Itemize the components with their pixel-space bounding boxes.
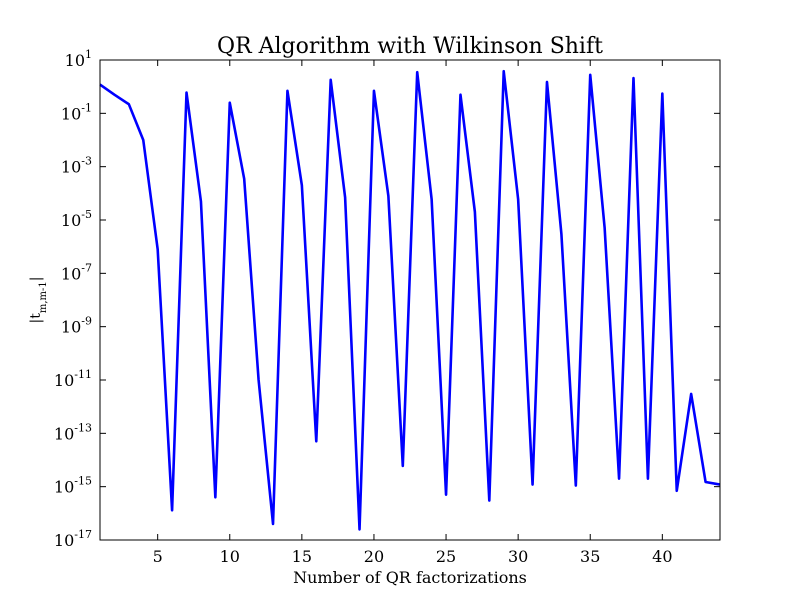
y-tick-label: 10-11 [54, 368, 92, 390]
x-tick-label: 15 [292, 547, 312, 566]
y-tick-label: 10-3 [61, 155, 92, 177]
y-tick-label: 10-7 [61, 261, 92, 283]
y-tick-label: 10-1 [61, 101, 92, 123]
x-tick-label: 40 [652, 547, 672, 566]
x-tick-label: 10 [220, 547, 240, 566]
series-layer [99, 69, 721, 531]
y-tick-label: 10-5 [61, 208, 92, 230]
y-tick-label: 10-9 [61, 315, 92, 337]
y-tick-label: 10-13 [54, 421, 92, 443]
chart-title: QR Algorithm with Wilkinson Shift [217, 34, 603, 59]
plot-frame [99, 59, 721, 541]
y-tick-label: 10-15 [54, 475, 92, 497]
x-tick-label: 25 [436, 547, 456, 566]
x-tick-label: 20 [364, 547, 384, 566]
x-tick-label: 35 [580, 547, 600, 566]
x-axis-ticks: 5 10 15 20 25 30 35 40 [153, 60, 673, 566]
y-tick-label: 10-17 [54, 528, 92, 550]
y-axis-label: |tm,m-1| [28, 277, 49, 324]
y-tick-label: 101 [65, 48, 92, 70]
series-line [99, 69, 721, 531]
x-tick-label: 5 [153, 547, 163, 566]
x-axis-label: Number of QR factorizations [293, 568, 527, 587]
x-tick-label: 30 [508, 547, 528, 566]
